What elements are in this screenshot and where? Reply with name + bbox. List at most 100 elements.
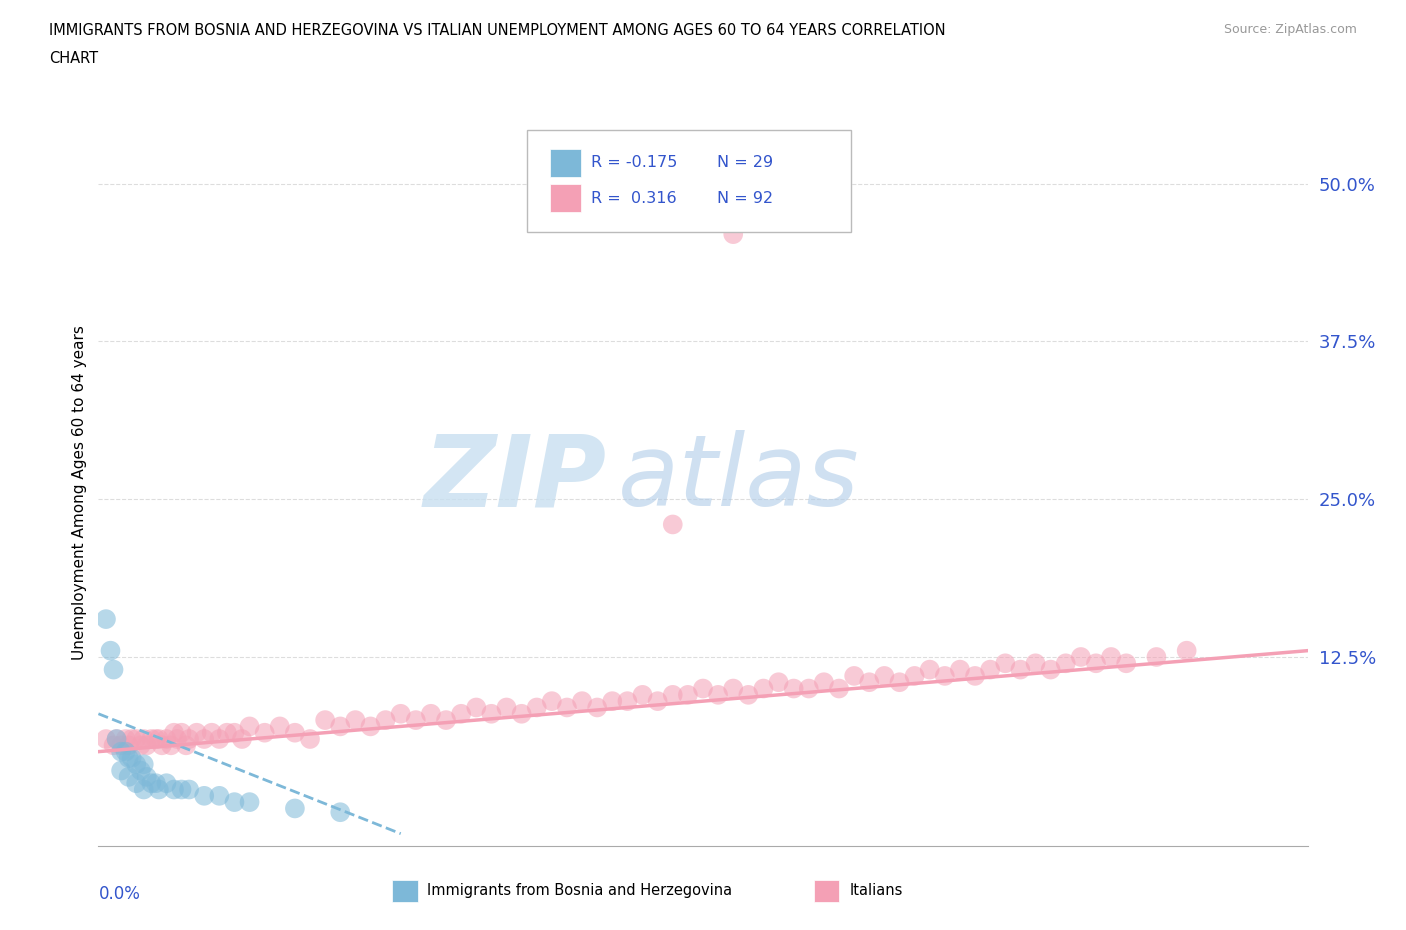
Point [121,732,143,747]
Text: CHART: CHART [49,51,98,66]
Point [174,737,197,752]
Point [768,675,790,690]
Point [163,725,186,740]
Point [163,782,186,797]
Point [145,732,167,747]
Point [166,732,188,747]
Text: N = 29: N = 29 [717,155,773,170]
Point [965,669,987,684]
Point [208,789,231,804]
Point [360,719,382,734]
Point [873,669,896,684]
Point [193,732,215,747]
Point [797,681,820,696]
Point [721,227,744,242]
Point [405,712,427,727]
Point [329,719,352,734]
Point [555,700,578,715]
Point [1054,656,1077,671]
Point [419,707,441,722]
Point [1144,649,1167,664]
Point [526,700,548,715]
Point [94,612,117,627]
Point [1024,656,1046,671]
Point [1115,656,1137,671]
Point [132,732,155,747]
Point [979,662,1001,677]
Point [1085,656,1108,671]
Text: IMMIGRANTS FROM BOSNIA AND HERZEGOVINA VS ITALIAN UNEMPLOYMENT AMONG AGES 60 TO : IMMIGRANTS FROM BOSNIA AND HERZEGOVINA V… [49,23,946,38]
Point [224,725,246,740]
Point [314,712,336,727]
Point [586,700,609,715]
Point [934,669,956,684]
Point [571,694,593,709]
Point [105,732,128,747]
Point [114,744,136,759]
Point [94,732,117,747]
Point [253,725,276,740]
Point [132,757,155,772]
Text: Italians: Italians [849,884,903,898]
Point [858,675,880,690]
Point [186,725,208,740]
Point [129,764,152,778]
Point [269,719,291,734]
Point [100,644,122,658]
Point [510,707,533,722]
Text: Immigrants from Bosnia and Herzegovina: Immigrants from Bosnia and Herzegovina [427,884,733,898]
Point [103,737,125,752]
Point [114,732,136,747]
Text: R =  0.316: R = 0.316 [591,191,676,206]
Point [692,681,714,696]
Point [344,712,367,727]
Point [889,675,911,690]
Point [110,737,132,752]
Point [125,732,148,747]
Point [103,662,125,677]
Point [616,694,638,709]
Point [299,732,322,747]
Point [1039,662,1062,677]
Point [110,764,132,778]
Point [224,794,246,809]
Point [284,801,307,816]
Point [177,732,201,747]
Point [170,725,193,740]
Text: R = -0.175: R = -0.175 [591,155,676,170]
Point [155,776,177,790]
Point [495,700,517,715]
Text: Source: ZipAtlas.com: Source: ZipAtlas.com [1223,23,1357,36]
Point [145,776,167,790]
Point [141,732,163,747]
Point [125,757,148,772]
Point [201,725,224,740]
Text: N = 92: N = 92 [717,191,773,206]
Point [752,681,775,696]
Point [647,694,669,709]
Point [125,776,148,790]
Point [374,712,396,727]
Point [782,681,804,696]
Point [389,707,412,722]
Point [141,776,163,790]
Point [918,662,941,677]
Point [231,732,253,747]
Point [434,712,457,727]
Point [676,687,699,702]
Point [129,737,152,752]
Point [813,675,835,690]
Point [118,737,141,752]
Point [844,669,866,684]
Point [707,687,730,702]
Point [105,732,128,747]
Point [465,700,488,715]
Point [450,707,472,722]
Point [904,669,927,684]
Point [177,782,201,797]
Point [148,782,170,797]
Point [661,687,683,702]
Point [1010,662,1032,677]
Point [135,769,157,784]
Point [631,687,654,702]
